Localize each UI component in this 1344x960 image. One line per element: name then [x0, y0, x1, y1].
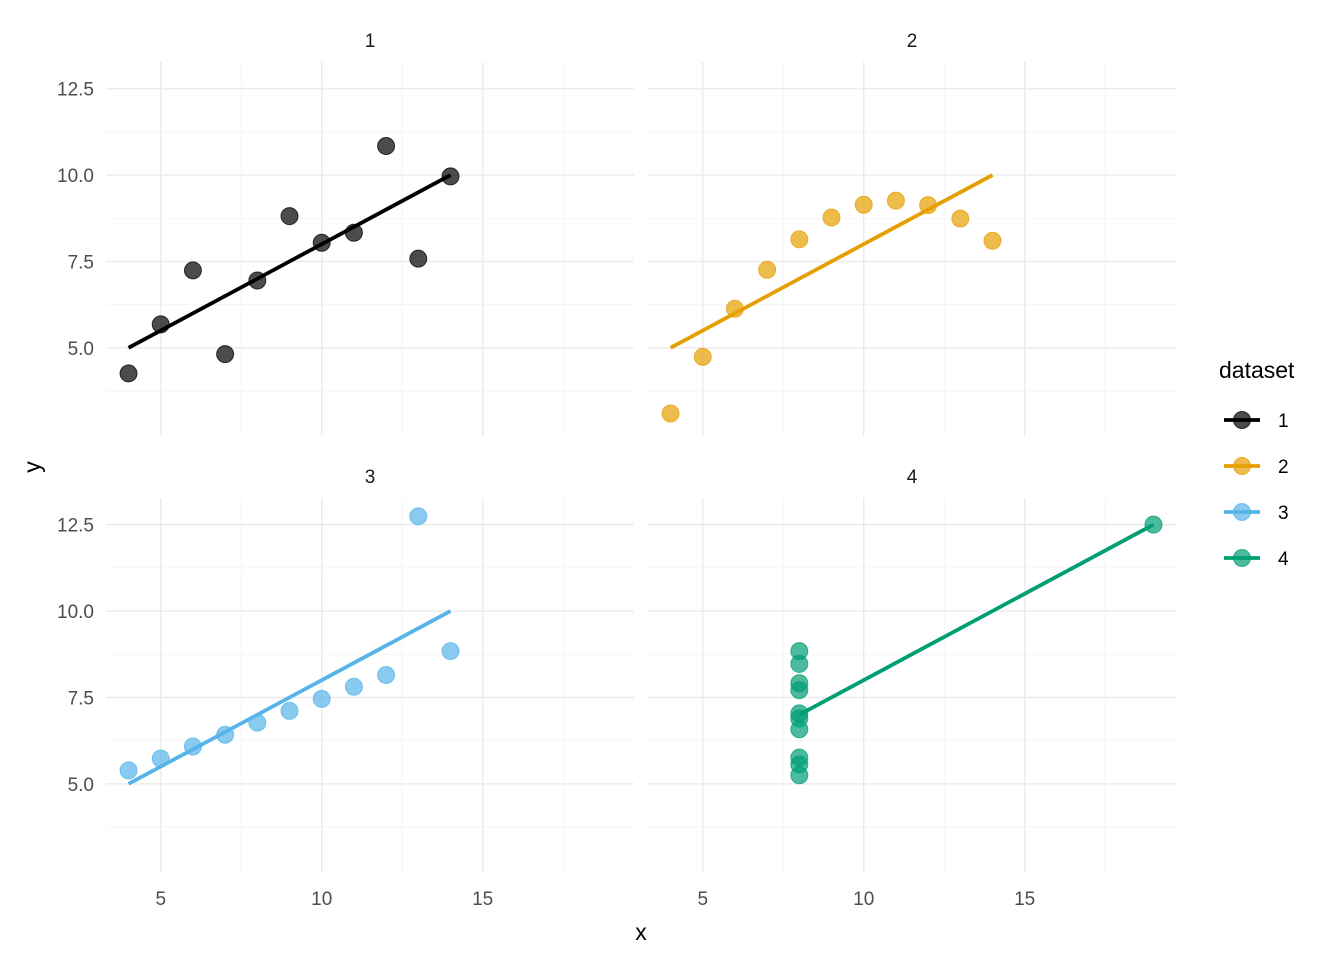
panel-3-y-tick-label: 12.5: [57, 516, 94, 537]
panel-3-point: [377, 665, 396, 684]
legend-label-2: 2: [1278, 457, 1289, 478]
panel-4-x-tick-label: 10: [853, 889, 874, 910]
legend-label-4: 4: [1278, 549, 1289, 570]
y-axis-title: y: [19, 461, 45, 473]
panel-3-point: [119, 761, 138, 780]
panel-3-y-tick-label: 5.0: [68, 775, 94, 796]
legend-key-point-4: [1233, 549, 1251, 567]
panel-3-x-tick-label: 5: [155, 889, 166, 910]
panel-2-fit-line: [669, 173, 994, 350]
panel-2-point: [822, 208, 841, 227]
panel-1-fit-line: [127, 173, 452, 350]
panel-3-point: [280, 701, 299, 720]
panel-1-point: [183, 261, 202, 280]
panel-3-point: [409, 507, 428, 526]
panel-2-point: [693, 347, 712, 366]
panel-2-point: [886, 191, 905, 210]
panel-1-point: [280, 207, 299, 226]
panel-2-point: [790, 230, 809, 249]
panel-3-strip-label: 3: [365, 467, 376, 488]
panel-3-point: [344, 677, 363, 696]
panel-4-point: [790, 755, 809, 774]
legend-key-point-2: [1233, 457, 1251, 475]
panel-3-fit-line: [127, 609, 452, 786]
panel-3-point: [441, 642, 460, 661]
panel-1-y-tick-label: 12.5: [57, 80, 94, 101]
panel-2-point: [661, 404, 680, 423]
panel-4-x-tick-label: 5: [697, 889, 708, 910]
panel-2-strip-label: 2: [907, 31, 918, 52]
panel-3-y-tick-label: 7.5: [68, 688, 94, 709]
panel-1-y-tick-label: 10.0: [57, 166, 94, 187]
panel-3-y-tick-label: 10.0: [57, 602, 94, 623]
panel-2-point: [951, 209, 970, 228]
legend-label-3: 3: [1278, 503, 1289, 524]
panel-1-point: [377, 136, 396, 155]
panel-2-point: [983, 231, 1002, 250]
panel-4-point: [790, 654, 809, 673]
legend-key-point-1: [1233, 411, 1251, 429]
panel-2-point: [758, 260, 777, 279]
panel-4-strip-label: 4: [907, 467, 918, 488]
legend-title: dataset: [1219, 357, 1295, 383]
legend-key-point-3: [1233, 503, 1251, 521]
panel-1-point: [409, 249, 428, 268]
panel-1-y-tick-label: 7.5: [68, 252, 94, 273]
panel-1-y-tick-label: 5.0: [68, 339, 94, 360]
panel-3-x-tick-label: 10: [311, 889, 332, 910]
panel-4-fit-line: [798, 522, 1155, 717]
panel-3-point: [312, 689, 331, 708]
panel-3-x-tick-label: 15: [472, 889, 493, 910]
panel-4-point: [790, 674, 809, 693]
panel-2-point: [854, 195, 873, 214]
panel-4-x-tick-label: 15: [1014, 889, 1035, 910]
panel-1-point: [119, 364, 138, 383]
legend-label-1: 1: [1278, 411, 1289, 432]
panel-1-strip-label: 1: [365, 31, 376, 52]
x-axis-title: x: [635, 919, 647, 945]
panel-1-point: [216, 345, 235, 364]
